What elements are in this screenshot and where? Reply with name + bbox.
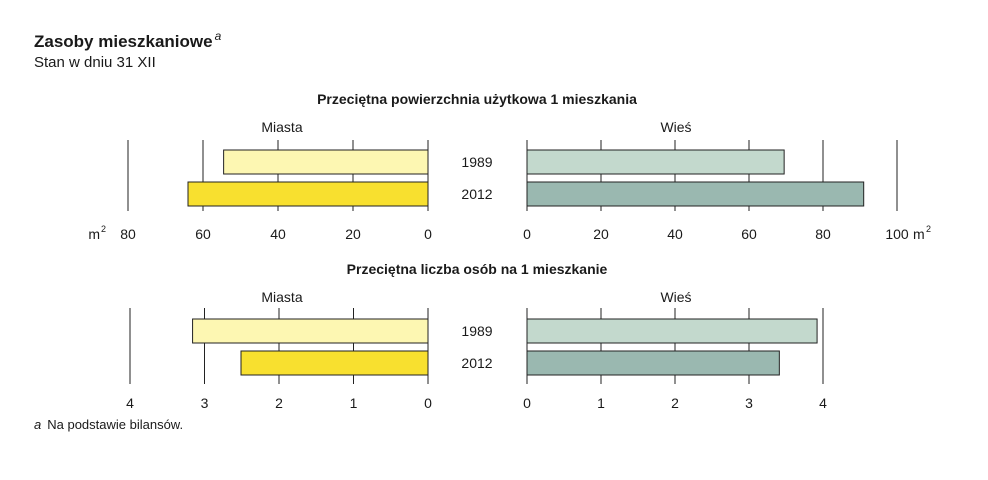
- chart2-title: Przeciętna liczba osób na 1 mieszkanie: [347, 261, 608, 277]
- chart1-left-tick-40: 40: [270, 226, 286, 242]
- chart1-right-tick-80: 80: [815, 226, 831, 242]
- chart1-year-label-1989: 1989: [461, 154, 492, 170]
- chart2-left-tick-4: 4: [126, 395, 134, 411]
- chart1-left-tick-80: 80: [120, 226, 136, 242]
- chart1-year-label-2012: 2012: [461, 186, 492, 202]
- chart2-bar-wies-2012: [526, 350, 780, 376]
- chart1-right-tick-40: 40: [667, 226, 683, 242]
- chart2-bar-miasta-1989: [192, 318, 429, 344]
- chart2-left-tick-3: 3: [201, 395, 209, 411]
- chart1-left-tick-60: 60: [195, 226, 211, 242]
- main-title: Zasoby mieszkaniowe a: [34, 26, 221, 52]
- chart1-bar-wies-2012: [526, 181, 865, 207]
- chart2-left-tick-2: 2: [275, 395, 283, 411]
- chart2-left-tick-1: 1: [350, 395, 358, 411]
- chart1-bar-wies-1989: [526, 149, 785, 175]
- chart1-bar-miasta-1989: [223, 149, 429, 175]
- chart1-left-tick-0: 0: [424, 226, 432, 242]
- chart2-right-panel-label: Wieś: [660, 289, 691, 305]
- chart2-right-tick-2: 2: [671, 395, 679, 411]
- chart1-right-unit: m: [913, 226, 925, 242]
- chart2-bar-miasta-2012: [240, 350, 429, 376]
- chart1-right-panel-label: Wieś: [660, 119, 691, 135]
- chart1-right-tick-0: 0: [523, 226, 531, 242]
- chart2-left-tick-0: 0: [424, 395, 432, 411]
- chart2-right-tick-4: 4: [819, 395, 827, 411]
- chart1-right-unit-exponent: 2: [926, 224, 931, 234]
- chart1-left-unit-exponent: 2: [101, 224, 106, 234]
- chart2-left-panel-label: Miasta: [261, 289, 302, 305]
- footnote-text: Na podstawie bilansów.: [47, 417, 184, 432]
- title-footnote-marker: a: [214, 29, 222, 43]
- chart1-title: Przeciętna powierzchnia użytkowa 1 miesz…: [317, 91, 637, 107]
- chart1-bar-miasta-2012: [187, 181, 429, 207]
- chart1-right-tick-60: 60: [741, 226, 757, 242]
- chart2-right-tick-0: 0: [523, 395, 531, 411]
- footnote: a Na podstawie bilansów.: [34, 417, 183, 432]
- footnote-marker: a: [34, 417, 42, 432]
- chart1-left-unit: m: [88, 226, 100, 242]
- chart1-right-tick-20: 20: [593, 226, 609, 242]
- chart1-left-tick-20: 20: [345, 226, 361, 242]
- main-title-text: Zasoby mieszkaniowe: [34, 32, 213, 51]
- chart-header: Zasoby mieszkaniowe a Stan w dniu 31 XII: [34, 26, 221, 73]
- chart2-year-label-2012: 2012: [461, 355, 492, 371]
- subtitle: Stan w dniu 31 XII: [34, 54, 156, 71]
- chart1-right-tick-100: 100: [885, 226, 909, 242]
- chart2-right-tick-1: 1: [597, 395, 605, 411]
- chart2-right-tick-3: 3: [745, 395, 753, 411]
- chart2-year-label-1989: 1989: [461, 323, 492, 339]
- chart1-left-panel-label: Miasta: [261, 119, 302, 135]
- chart2-bar-wies-1989: [526, 318, 818, 344]
